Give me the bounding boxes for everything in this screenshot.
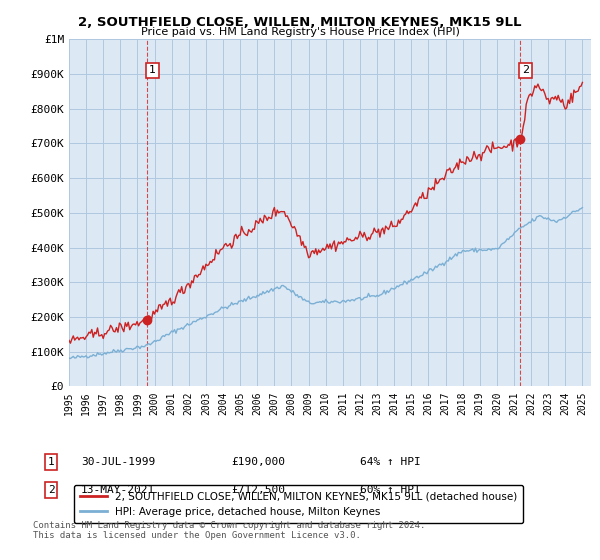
- Text: 13-MAY-2021: 13-MAY-2021: [81, 485, 155, 495]
- Text: 64% ↑ HPI: 64% ↑ HPI: [360, 457, 421, 467]
- Text: 2, SOUTHFIELD CLOSE, WILLEN, MILTON KEYNES, MK15 9LL: 2, SOUTHFIELD CLOSE, WILLEN, MILTON KEYN…: [78, 16, 522, 29]
- Text: £712,500: £712,500: [231, 485, 285, 495]
- Text: 60% ↑ HPI: 60% ↑ HPI: [360, 485, 421, 495]
- Text: 1: 1: [149, 66, 156, 76]
- Text: 2: 2: [47, 485, 55, 495]
- Text: 30-JUL-1999: 30-JUL-1999: [81, 457, 155, 467]
- Text: 2: 2: [522, 66, 529, 76]
- Legend: 2, SOUTHFIELD CLOSE, WILLEN, MILTON KEYNES, MK15 9LL (detached house), HPI: Aver: 2, SOUTHFIELD CLOSE, WILLEN, MILTON KEYN…: [74, 486, 523, 523]
- Text: Price paid vs. HM Land Registry's House Price Index (HPI): Price paid vs. HM Land Registry's House …: [140, 27, 460, 37]
- Text: Contains HM Land Registry data © Crown copyright and database right 2024.
This d: Contains HM Land Registry data © Crown c…: [33, 521, 425, 540]
- Text: 1: 1: [47, 457, 55, 467]
- Text: £190,000: £190,000: [231, 457, 285, 467]
